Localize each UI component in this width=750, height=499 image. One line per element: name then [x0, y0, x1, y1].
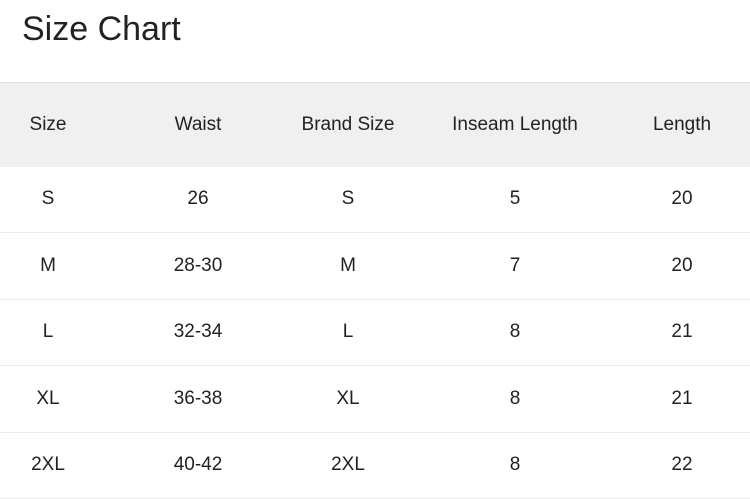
header-brand-size: Brand Size — [301, 114, 395, 135]
table-cell: L — [42, 321, 54, 342]
table-cell: XL — [336, 387, 360, 409]
table-cell: 21 — [671, 321, 693, 342]
table-cell: S — [41, 188, 55, 209]
table-cell: 26 — [187, 188, 209, 209]
table-cell: 32-34 — [173, 321, 223, 342]
table-cell: M — [340, 254, 356, 276]
table-cell: 36-38 — [173, 387, 223, 409]
table-cell: S — [341, 188, 355, 209]
table-row: XL 36-38 XL 8 21 — [0, 366, 750, 433]
table-cell: 20 — [671, 188, 693, 209]
table-cell: 8 — [509, 321, 521, 342]
table-cell: 40-42 — [173, 454, 223, 475]
header-waist: Waist — [174, 114, 222, 135]
table-cell: 5 — [509, 188, 521, 209]
table-cell: 28-30 — [173, 254, 223, 276]
table-cell: 21 — [671, 387, 693, 409]
table-cell: 2XL — [31, 454, 65, 475]
table-cell: M — [40, 254, 56, 276]
table-cell: XL — [36, 387, 60, 409]
header-size: Size — [29, 114, 67, 135]
table-row: L 32-34 L 8 21 — [0, 299, 750, 366]
table-cell: L — [342, 321, 354, 342]
table-cell: 20 — [671, 254, 693, 276]
table-cell: 7 — [509, 254, 521, 276]
table-row: 2XL 40-42 2XL 8 22 — [0, 432, 750, 499]
table-cell: 2XL — [331, 454, 365, 475]
table-row: S 26 S 5 20 — [0, 166, 750, 233]
table-header: Size Waist Brand Size Inseam Length Leng… — [0, 82, 750, 167]
page-title: Size Chart — [22, 10, 181, 48]
table-cell: 8 — [509, 387, 521, 409]
header-inseam-length: Inseam Length — [452, 114, 578, 135]
table-cell: 22 — [671, 454, 693, 475]
header-length: Length — [652, 114, 712, 135]
table-row: M 28-30 M 7 20 — [0, 233, 750, 300]
table-cell: 8 — [509, 454, 521, 475]
